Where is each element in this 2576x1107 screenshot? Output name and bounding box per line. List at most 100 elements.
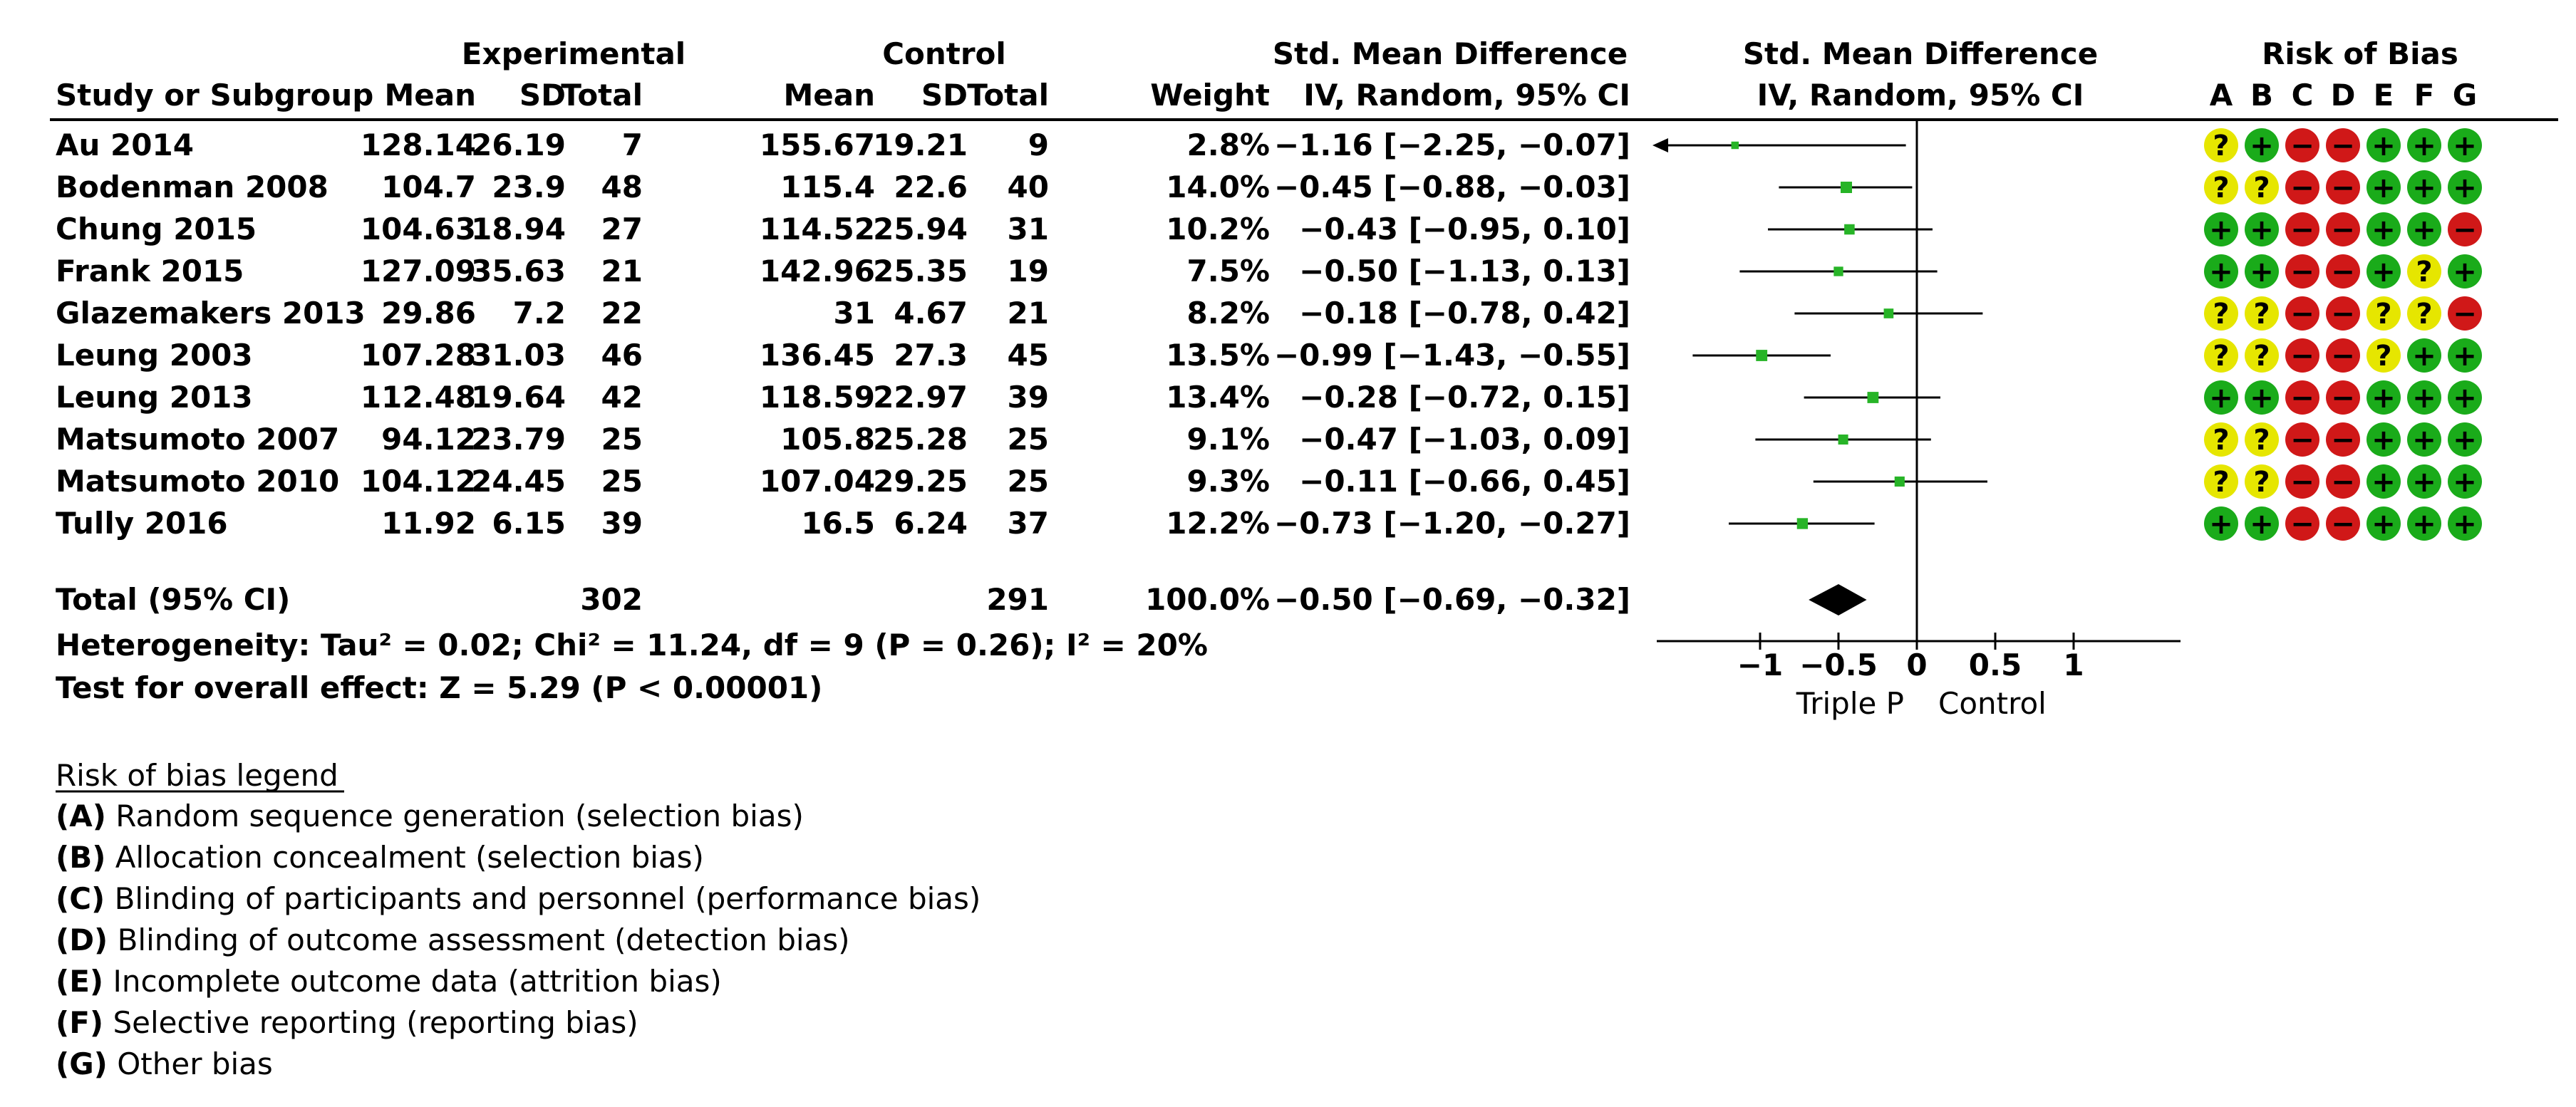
rob-symbol: + bbox=[2453, 382, 2477, 415]
smd-plot-subheader: IV, Random, 95% CI bbox=[1757, 78, 2084, 113]
rob-symbol: − bbox=[2331, 298, 2355, 331]
rob-dot bbox=[2204, 296, 2238, 331]
rob-dot bbox=[2448, 254, 2482, 289]
study-name: Tully 2016 bbox=[56, 506, 228, 541]
rob-legend-code: (C) bbox=[56, 881, 105, 916]
rob-symbol: + bbox=[2453, 466, 2477, 499]
ctl-sd-value: 29.25 bbox=[873, 464, 968, 499]
ctl-sd-value: 22.6 bbox=[894, 170, 968, 204]
exp-mean-value: 127.09 bbox=[361, 254, 476, 289]
ctl-sd-value: 6.24 bbox=[894, 506, 968, 541]
ctl-mean-header: Mean bbox=[783, 78, 875, 113]
rob-legend-item: (D) Blinding of outcome assessment (dete… bbox=[56, 922, 850, 957]
ctl-mean-value: 31 bbox=[834, 296, 875, 331]
rob-symbol: + bbox=[2412, 466, 2436, 499]
rob-dot bbox=[2366, 128, 2401, 162]
rob-dot bbox=[2245, 254, 2279, 289]
rob-symbol: + bbox=[2453, 424, 2477, 457]
rob-symbol: ? bbox=[2253, 466, 2270, 499]
exp-sd-value: 18.94 bbox=[471, 212, 566, 246]
rob-symbol: − bbox=[2331, 130, 2355, 162]
rob-domain-header-F: F bbox=[2414, 78, 2435, 113]
rob-dot bbox=[2366, 254, 2401, 289]
exp-sd-value: 19.64 bbox=[471, 380, 566, 415]
exp-mean-value: 104.63 bbox=[361, 212, 476, 246]
rob-dot bbox=[2407, 380, 2441, 415]
ctl-mean-value: 142.96 bbox=[760, 254, 875, 289]
rob-domain-header-A: A bbox=[2210, 78, 2233, 113]
ctl-mean-value: 115.4 bbox=[780, 170, 875, 204]
weight-header: Weight bbox=[1150, 78, 1270, 113]
rob-symbol: + bbox=[2412, 172, 2436, 204]
rob-dot bbox=[2326, 506, 2360, 541]
weight-value: 9.1% bbox=[1187, 422, 1270, 457]
rob-legend-item: (A) Random sequence generation (selectio… bbox=[56, 799, 804, 833]
rob-dot bbox=[2326, 254, 2360, 289]
rob-legend-code: (G) bbox=[56, 1046, 108, 1081]
study-name: Matsumoto 2007 bbox=[56, 422, 339, 457]
rob-symbol: + bbox=[2209, 382, 2233, 415]
rob-dot bbox=[2285, 506, 2319, 541]
ctl-mean-value: 16.5 bbox=[801, 506, 875, 541]
ctl-total-value: 25 bbox=[1008, 422, 1049, 457]
ctl-sd-value: 19.21 bbox=[873, 128, 968, 162]
rob-symbol: + bbox=[2453, 508, 2477, 541]
smd-text-group-header: Std. Mean Difference bbox=[1273, 36, 1628, 71]
rob-symbol: + bbox=[2453, 256, 2477, 289]
ci-value-text: −0.50 [−1.13, 0.13] bbox=[1299, 254, 1630, 289]
study-name: Matsumoto 2010 bbox=[56, 464, 339, 499]
rob-dot bbox=[2245, 506, 2279, 541]
ctl-mean-value: 105.8 bbox=[780, 422, 875, 457]
rob-dot bbox=[2448, 464, 2482, 499]
heterogeneity-text: Heterogeneity: Tau² = 0.02; Chi² = 11.24… bbox=[56, 628, 1208, 662]
rob-legend-item: (C) Blinding of participants and personn… bbox=[56, 881, 981, 916]
rob-dot bbox=[2407, 464, 2441, 499]
ctl-mean-value: 136.45 bbox=[760, 338, 875, 373]
ctl-sd-header: SD bbox=[921, 78, 968, 113]
ctl-total-value: 45 bbox=[1008, 338, 1049, 373]
rob-domain-header-G: G bbox=[2453, 78, 2477, 113]
overall-effect-text: Test for overall effect: Z = 5.29 (P < 0… bbox=[56, 670, 822, 705]
exp-total-value: 25 bbox=[601, 464, 643, 499]
study-effect-marker bbox=[1833, 266, 1843, 276]
rob-legend-item: (F) Selective reporting (reporting bias) bbox=[56, 1005, 638, 1040]
rob-dot bbox=[2204, 380, 2238, 415]
ctl-sd-value: 25.28 bbox=[873, 422, 968, 457]
x-tick-label: 1 bbox=[2063, 648, 2084, 682]
ctl-total-value: 39 bbox=[1008, 380, 1049, 415]
exp-mean-value: 112.48 bbox=[361, 380, 476, 415]
risk-of-bias-header: Risk of Bias bbox=[2262, 36, 2458, 71]
rob-symbol: + bbox=[2209, 256, 2233, 289]
rob-symbol: − bbox=[2290, 130, 2314, 162]
rob-legend-item: (E) Incomplete outcome data (attrition b… bbox=[56, 964, 722, 999]
rob-legend-text: Blinding of outcome assessment (detectio… bbox=[108, 922, 849, 957]
rob-dot bbox=[2407, 296, 2441, 331]
rob-symbol: + bbox=[2371, 424, 2396, 457]
ctl-mean-value: 107.04 bbox=[760, 464, 875, 499]
rob-symbol: − bbox=[2331, 256, 2355, 289]
x-tick-label: 0 bbox=[1906, 648, 1927, 682]
rob-symbol: − bbox=[2290, 172, 2314, 204]
weight-value: 9.3% bbox=[1187, 464, 1270, 499]
ci-value-text: −0.28 [−0.72, 0.15] bbox=[1299, 380, 1630, 415]
weight-value: 10.2% bbox=[1166, 212, 1270, 246]
rob-dot bbox=[2245, 170, 2279, 204]
rob-dot bbox=[2326, 338, 2360, 373]
study-name: Leung 2013 bbox=[56, 380, 253, 415]
total-ctl-count: 291 bbox=[986, 582, 1049, 617]
ctl-sd-value: 4.67 bbox=[894, 296, 968, 331]
exp-mean-value: 107.28 bbox=[361, 338, 476, 373]
total-weight: 100.0% bbox=[1145, 582, 1270, 617]
x-tick-label: −1 bbox=[1737, 648, 1783, 682]
study-effect-marker bbox=[1841, 182, 1852, 193]
pooled-effect-diamond bbox=[1809, 584, 1867, 615]
exp-total-value: 21 bbox=[601, 254, 643, 289]
rob-dot bbox=[2407, 422, 2441, 457]
rob-dot bbox=[2245, 128, 2279, 162]
rob-legend-text: Blinding of participants and personnel (… bbox=[105, 881, 981, 916]
rob-symbol: + bbox=[2371, 508, 2396, 541]
rob-dot bbox=[2366, 380, 2401, 415]
rob-legend-text: Selective reporting (reporting bias) bbox=[103, 1005, 638, 1040]
axis-left-label: Triple P bbox=[1796, 686, 1904, 721]
